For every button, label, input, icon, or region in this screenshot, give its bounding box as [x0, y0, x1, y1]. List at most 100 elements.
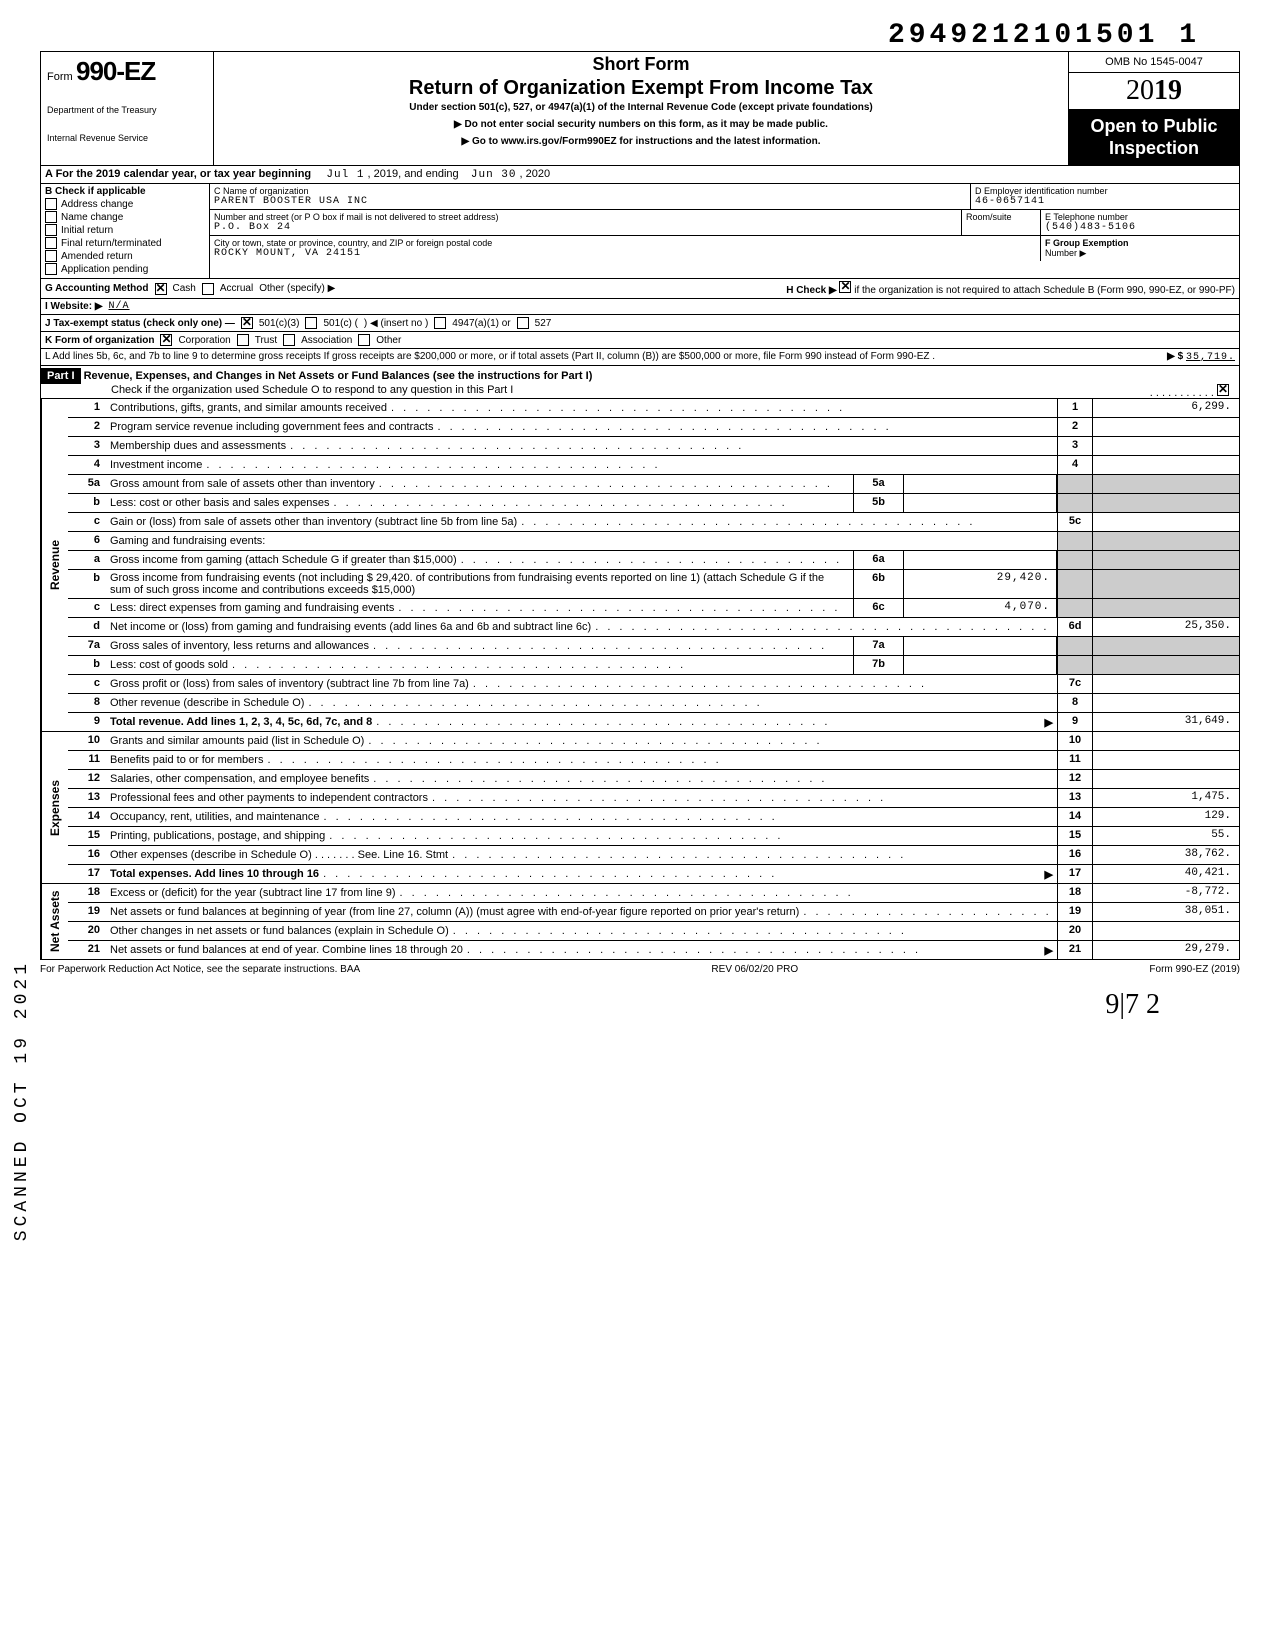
checkbox-label: Final return/terminated — [61, 238, 162, 249]
end-line-value — [1092, 732, 1239, 750]
checkbox-schedule-b[interactable] — [839, 281, 851, 293]
mid-line-number: 6c — [853, 599, 904, 617]
short-form-title: Short Form — [222, 54, 1060, 75]
line-description: Other changes in net assets or fund bala… — [106, 922, 1057, 940]
end-shaded-val — [1092, 532, 1239, 550]
end-line-number: 2 — [1057, 418, 1092, 436]
form-line: cGross profit or (loss) from sales of in… — [68, 675, 1239, 694]
net-assets-section: Net Assets 18Excess or (deficit) for the… — [40, 884, 1240, 960]
line-number: 10 — [68, 732, 106, 750]
revenue-label: Revenue — [41, 399, 68, 731]
form-line: 21Net assets or fund balances at end of … — [68, 941, 1239, 959]
mid-line-number: 7a — [853, 637, 904, 655]
footer-mid: REV 06/02/20 PRO — [711, 964, 798, 975]
checkbox-4947[interactable] — [434, 317, 446, 329]
end-line-value: 55. — [1092, 827, 1239, 845]
phone-label: E Telephone number — [1045, 212, 1235, 222]
checkbox-applicable[interactable] — [45, 250, 57, 262]
end-line-value: 31,649. — [1092, 713, 1239, 731]
ein-value: 46-0657141 — [975, 196, 1235, 207]
end-line-value: 40,421. — [1092, 865, 1239, 883]
end-line-number: 5c — [1057, 513, 1092, 531]
end-line-number: 1 — [1057, 399, 1092, 417]
form-line: 3Membership dues and assessments . . . .… — [68, 437, 1239, 456]
row-i-website: I Website: ▶ N/A — [40, 298, 1240, 314]
end-shaded-val — [1092, 599, 1239, 617]
end-line-number: 6d — [1057, 618, 1092, 636]
end-shaded — [1057, 656, 1092, 674]
line-description: Total expenses. Add lines 10 through 16 … — [106, 865, 1057, 883]
row-k-form-org: K Form of organization Corporation Trust… — [40, 331, 1240, 348]
line-number: c — [68, 599, 106, 617]
form-line: bLess: cost of goods sold . . . . . . . … — [68, 656, 1239, 675]
checkbox-applicable[interactable] — [45, 237, 57, 249]
form-line: 5aGross amount from sale of assets other… — [68, 475, 1239, 494]
checkbox-applicable[interactable] — [45, 211, 57, 223]
form-line: 16Other expenses (describe in Schedule O… — [68, 846, 1239, 865]
checkbox-cash[interactable] — [155, 283, 167, 295]
checkbox-501c[interactable] — [305, 317, 317, 329]
end-line-number: 11 — [1057, 751, 1092, 769]
end-shaded-val — [1092, 637, 1239, 655]
form-line: dNet income or (loss) from gaming and fu… — [68, 618, 1239, 637]
line-number: b — [68, 656, 106, 674]
end-shaded — [1057, 599, 1092, 617]
line-description: Total revenue. Add lines 1, 2, 3, 4, 5c,… — [106, 713, 1057, 731]
checkbox-other-org[interactable] — [358, 334, 370, 346]
form-number: 990-EZ — [76, 56, 155, 86]
room-label: Room/suite — [966, 212, 1036, 222]
subtitle: Under section 501(c), 527, or 4947(a)(1)… — [222, 102, 1060, 113]
dept-irs: Internal Revenue Service — [47, 133, 207, 143]
checkbox-association[interactable] — [283, 334, 295, 346]
end-line-number: 15 — [1057, 827, 1092, 845]
form-line: 18Excess or (deficit) for the year (subt… — [68, 884, 1239, 903]
line-number: 13 — [68, 789, 106, 807]
mid-line-value: 4,070. — [904, 599, 1057, 617]
checkbox-label: Amended return — [61, 251, 133, 262]
city-value: ROCKY MOUNT, VA 24151 — [214, 248, 1036, 259]
line-description: Other revenue (describe in Schedule O) .… — [106, 694, 1057, 712]
end-shaded-val — [1092, 551, 1239, 569]
end-line-value — [1092, 513, 1239, 531]
checkbox-schedule-o[interactable] — [1217, 384, 1229, 396]
form-line: 13Professional fees and other payments t… — [68, 789, 1239, 808]
checkbox-applicable[interactable] — [45, 263, 57, 275]
end-shaded — [1057, 637, 1092, 655]
line-description: Gain or (loss) from sale of assets other… — [106, 513, 1057, 531]
line-number: 14 — [68, 808, 106, 826]
group-exemption-number: Number ▶ — [1045, 248, 1235, 259]
line-description: Membership dues and assessments . . . . … — [106, 437, 1057, 455]
end-shaded — [1057, 532, 1092, 550]
checkbox-accrual[interactable] — [202, 283, 214, 295]
footer-left: For Paperwork Reduction Act Notice, see … — [40, 964, 360, 975]
checkbox-corporation[interactable] — [160, 334, 172, 346]
end-line-value — [1092, 418, 1239, 436]
line-number: b — [68, 494, 106, 512]
footer-right: Form 990-EZ (2019) — [1149, 964, 1240, 975]
end-line-number: 18 — [1057, 884, 1092, 902]
form-line: 4Investment income . . . . . . . . . . .… — [68, 456, 1239, 475]
checkbox-trust[interactable] — [237, 334, 249, 346]
checkbox-501c3[interactable] — [241, 317, 253, 329]
form-line: 7aGross sales of inventory, less returns… — [68, 637, 1239, 656]
line-number: c — [68, 513, 106, 531]
form-line: bLess: cost or other basis and sales exp… — [68, 494, 1239, 513]
line-number: b — [68, 570, 106, 598]
line-number: 21 — [68, 941, 106, 959]
line-number: c — [68, 675, 106, 693]
checkbox-applicable[interactable] — [45, 198, 57, 210]
end-shaded-val — [1092, 570, 1239, 598]
mid-line-value — [904, 656, 1057, 674]
checkbox-applicable[interactable] — [45, 224, 57, 236]
checkbox-527[interactable] — [517, 317, 529, 329]
mid-line-value — [904, 475, 1057, 493]
end-line-number: 9 — [1057, 713, 1092, 731]
handwritten-marks: 9|7 2 — [40, 989, 1160, 1021]
form-line: 10Grants and similar amounts paid (list … — [68, 732, 1239, 751]
line-description: Less: cost of goods sold . . . . . . . .… — [106, 656, 853, 674]
form-line: 19Net assets or fund balances at beginni… — [68, 903, 1239, 922]
form-line: aGross income from gaming (attach Schedu… — [68, 551, 1239, 570]
line-number: 11 — [68, 751, 106, 769]
line-description: Investment income . . . . . . . . . . . … — [106, 456, 1057, 474]
section-b-through-f: B Check if applicable Address changeName… — [40, 183, 1240, 278]
